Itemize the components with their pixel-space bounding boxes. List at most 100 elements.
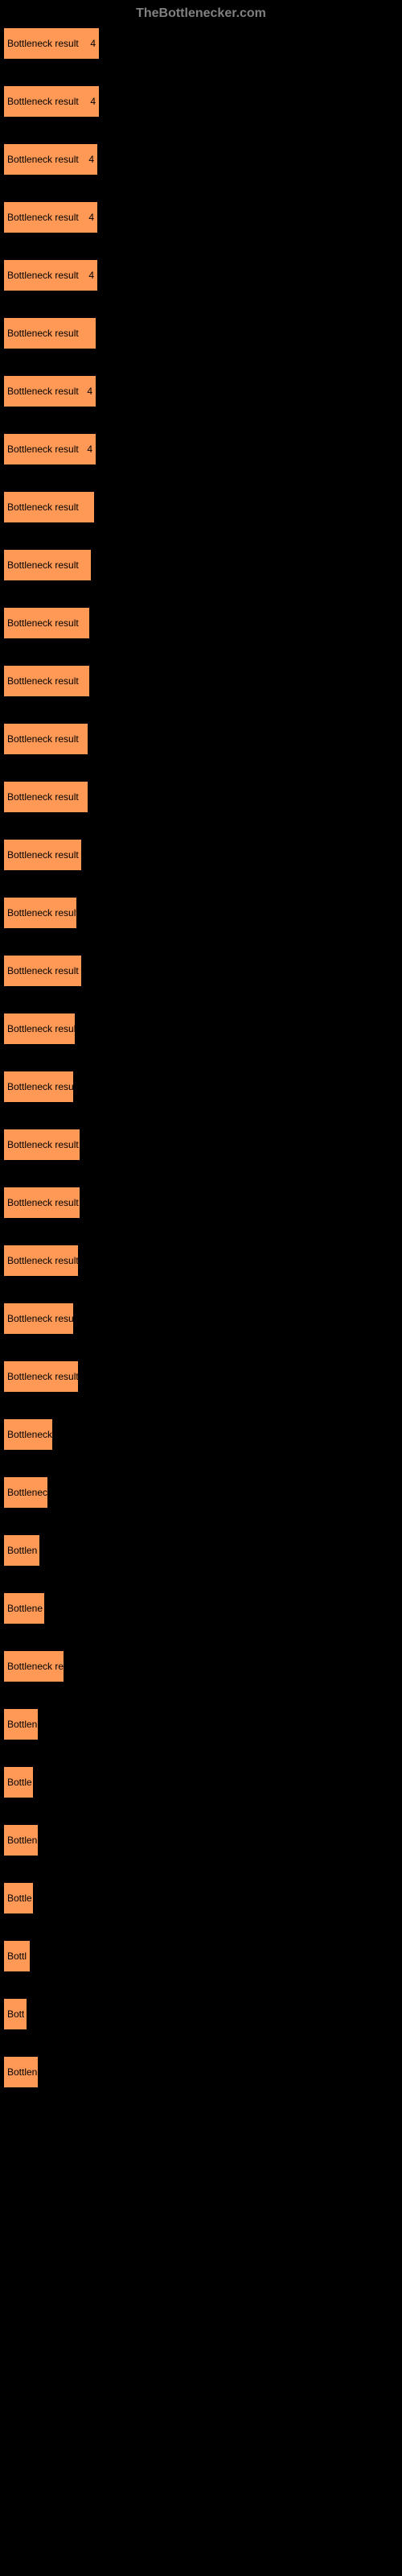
- bar: Bottlen: [3, 1534, 40, 1567]
- bar-label: Bottleneck result: [4, 502, 79, 513]
- bar: Bottleneck result: [3, 317, 96, 349]
- bar-value: 4: [90, 38, 96, 49]
- bar-label: Bottle: [4, 1893, 32, 1904]
- bar-row: Bottleneck re: [3, 1650, 399, 1682]
- bar: Bottleneck resu: [3, 1071, 74, 1103]
- bar-row: Bottleneck result 4: [3, 375, 399, 407]
- bar-row: Bottleneck resu: [3, 1071, 399, 1103]
- bar: Bottleneck result: [3, 491, 95, 523]
- bar-row: Bottleneck result: [3, 723, 399, 755]
- bar-row: Bottleneck result4: [3, 27, 399, 60]
- bar-label: Bottleneck re: [4, 1661, 64, 1672]
- bar: Bottlen: [3, 2056, 39, 2088]
- bar: Bottlen: [3, 1708, 39, 1740]
- bar-label: Bottleneck result: [4, 849, 79, 861]
- bar: Bottleneck result: [3, 549, 92, 581]
- bar-label: Bottleneck result: [4, 675, 79, 687]
- bar-label: Bottlenec: [4, 1487, 47, 1498]
- bar-label: Bottleneck result: [4, 444, 79, 455]
- bar-row: Bottl: [3, 1940, 399, 1972]
- bar: Bottlen: [3, 1824, 39, 1856]
- bar-row: Bottlen: [3, 1534, 399, 1567]
- bar-row: Bottleneck result 4: [3, 143, 399, 175]
- bar-label: Bottleneck result: [4, 1139, 79, 1150]
- bar-label: Bottleneck result: [4, 270, 79, 281]
- bar-row: Bottleneck result: [3, 1360, 399, 1393]
- bar: Bottleneck result: [3, 1245, 79, 1277]
- bar-value: 4: [87, 386, 92, 397]
- bar-label: Bottleneck result: [4, 1197, 79, 1208]
- bar-label: Bottleneck result: [4, 154, 79, 165]
- bar-row: Bottleneck result4: [3, 433, 399, 465]
- bar-label: Bottleneck result: [4, 96, 79, 107]
- bar-row: Bottleneck result: [3, 897, 399, 929]
- bar: Bottleneck result: [3, 1187, 80, 1219]
- bar-row: Bottleneck result: [3, 665, 399, 697]
- bar-row: Bottle: [3, 1766, 399, 1798]
- bar-label: Bottleneck resu: [4, 1081, 73, 1092]
- bar-row: Bottleneck result: [3, 1245, 399, 1277]
- bar-row: Bottlene: [3, 1592, 399, 1624]
- bar-row: Bottleneck result: [3, 1129, 399, 1161]
- bar-label: Bottlen: [4, 1719, 37, 1730]
- bar-row: Bottleneck result: [3, 491, 399, 523]
- bar: Bottle: [3, 1882, 34, 1914]
- bar: Bottleneck result4: [3, 433, 96, 465]
- bar: Bottleneck result 4: [3, 375, 96, 407]
- bar-label: Bottleneck result: [4, 733, 79, 745]
- bar: Bottleneck result: [3, 955, 82, 987]
- bar-label: Bottleneck: [4, 1429, 52, 1440]
- bar: Bottleneck result 4: [3, 85, 100, 118]
- bar-label: Bott: [4, 2008, 24, 2020]
- bar: Bottleneck result: [3, 665, 90, 697]
- bar-chart: Bottleneck result 4 Bottleneck result 4 Bott…: [0, 27, 402, 2088]
- bar-label: Bottleneck result: [4, 617, 79, 629]
- bar: Bottleneck result4: [3, 201, 98, 233]
- bar-row: Bottleneck result: [3, 781, 399, 813]
- bar: Bottleneck result: [3, 781, 88, 813]
- bar-label: Bottlene: [4, 1603, 43, 1614]
- header-title: TheBottlenecker.com: [136, 6, 266, 20]
- bar: Bottleneck re: [3, 1650, 64, 1682]
- bar-row: Bottleneck result 4: [3, 259, 399, 291]
- bar: Bottleneck result 4: [3, 143, 98, 175]
- bar-label: Bottleneck result: [4, 386, 79, 397]
- bar-label: Bottleneck result: [4, 1023, 75, 1034]
- bar-value: 4: [88, 270, 94, 281]
- bar: Bottleneck result: [3, 897, 77, 929]
- bar-row: Bottleneck result: [3, 955, 399, 987]
- bar-label: Bottleneck result: [4, 791, 79, 803]
- bar-label: Bottlen: [4, 2066, 37, 2078]
- bar-row: Bottlen: [3, 2056, 399, 2088]
- bar-label: Bottleneck result: [4, 212, 79, 223]
- bar: Bottleneck: [3, 1418, 53, 1451]
- bar-label: Bottleneck result: [4, 328, 79, 339]
- bar: Bottleneck result: [3, 1013, 76, 1045]
- bar-value: 4: [88, 154, 94, 165]
- bar-label: Bottlen: [4, 1835, 37, 1846]
- bar-row: Bottleneck: [3, 1418, 399, 1451]
- bar: Bottleneck result: [3, 607, 90, 639]
- bar-label: Bottleneck result: [4, 559, 79, 571]
- bar: Bottlene: [3, 1592, 45, 1624]
- bar-row: Bottleneck result: [3, 317, 399, 349]
- bar-label: Bottleneck result: [4, 1371, 78, 1382]
- bar-row: Bottlen: [3, 1824, 399, 1856]
- bar-row: Bottlen: [3, 1708, 399, 1740]
- bar: Bottle: [3, 1766, 34, 1798]
- bar: Bottleneck result: [3, 723, 88, 755]
- bar: Bottleneck result: [3, 1360, 79, 1393]
- bar-value: 4: [90, 96, 96, 107]
- bar-label: Bottleneck result: [4, 1255, 78, 1266]
- bar-row: Bottleneck result: [3, 839, 399, 871]
- bar-row: Bottleneck result: [3, 549, 399, 581]
- bar: Bottleneck resu: [3, 1302, 74, 1335]
- bar-label: Bottle: [4, 1777, 32, 1788]
- bar-row: Bottleneck result: [3, 607, 399, 639]
- bar-label: Bottl: [4, 1951, 27, 1962]
- bar: Bottl: [3, 1940, 31, 1972]
- bar-row: Bottleneck result4: [3, 201, 399, 233]
- bar-row: Bottleneck resu: [3, 1302, 399, 1335]
- bar-row: Bottleneck result 4: [3, 85, 399, 118]
- bar: Bottleneck result4: [3, 27, 100, 60]
